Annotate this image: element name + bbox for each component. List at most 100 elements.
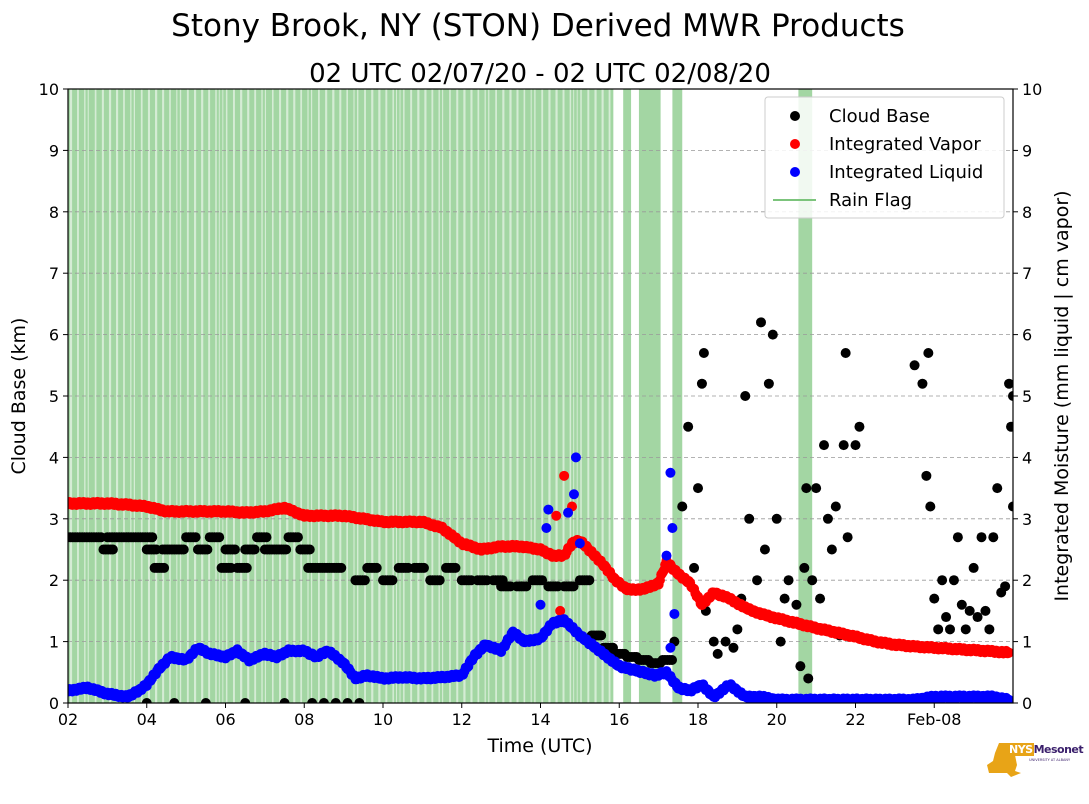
legend-box: [764, 96, 1005, 219]
cloud-base-point: [712, 648, 723, 659]
liquid-point: [665, 642, 676, 653]
cloud-base-point: [1008, 391, 1013, 401]
cloud-base-point: [279, 698, 290, 703]
cloud-base-point: [178, 544, 189, 555]
cloud-base-point: [318, 698, 329, 703]
rain-flag-gap: [470, 89, 473, 703]
rain-flag-gap: [353, 89, 355, 703]
y-tick-label-left: 4: [49, 448, 59, 467]
cloud-base-point: [756, 317, 766, 328]
cloud-base-point: [241, 562, 252, 573]
cloud-base-point: [948, 575, 959, 586]
x-tick-label: 12: [452, 710, 472, 729]
cloud-base-point: [354, 698, 365, 703]
cloud-base-point: [767, 329, 778, 340]
cloud-base-point: [667, 655, 678, 666]
cloud-base-point: [229, 544, 240, 555]
y-tick-label-right: 9: [1022, 141, 1032, 160]
x-tick-label: 20: [767, 710, 787, 729]
legend-label-rain: Rain Flag: [829, 190, 912, 211]
cloud-base-point: [960, 624, 971, 635]
x-tick-label: 06: [215, 710, 235, 729]
logo-subtext: UNIVERSITY AT ALBANY: [1029, 758, 1071, 762]
legend-marker-liquid: [790, 167, 800, 177]
cloud-base-point: [795, 661, 806, 672]
liquid-point: [543, 504, 554, 515]
y-tick-label-left: 10: [39, 80, 59, 99]
cloud-base-point: [728, 642, 739, 653]
cloud-base-point: [330, 698, 341, 703]
liquid-point: [669, 608, 680, 619]
x-tick-label: 02: [58, 710, 78, 729]
rain-flag-gap: [155, 89, 158, 703]
rain-flag-gap: [346, 89, 349, 703]
cloud-base-point: [214, 532, 225, 543]
cloud-base-point: [775, 636, 786, 647]
cloud-base-point: [952, 532, 963, 543]
y-axis-right-label: Integrated Moisture (mm liquid | cm vapo…: [1051, 190, 1073, 601]
liquid-point: [563, 507, 574, 518]
cloud-base-point: [521, 581, 532, 592]
cloud-base-point: [568, 581, 579, 592]
cloud-base-point: [336, 562, 347, 573]
legend-marker-cloud-base: [790, 111, 800, 121]
y-tick-label-left: 1: [49, 633, 59, 652]
x-tick-label: 22: [845, 710, 865, 729]
cloud-base-point: [840, 348, 851, 359]
vapor-point: [559, 470, 570, 481]
y-axis-left-label: Cloud Base (km): [8, 318, 30, 475]
cloud-base-point: [434, 575, 445, 586]
rain-flag-gap: [87, 89, 89, 703]
y-tick-label-right: 1: [1022, 633, 1032, 652]
y-axis-left-ticks: 0 1 2 3 4 5 6 7 8 9 10: [39, 80, 68, 713]
rain-flag-gap: [576, 89, 578, 703]
cloud-base-point: [759, 544, 770, 555]
x-tick-label: 14: [530, 710, 550, 729]
cloud-base-point: [819, 440, 829, 451]
cloud-base-point: [371, 562, 382, 573]
rain-flag-gap: [218, 89, 220, 703]
cloud-base-point: [803, 673, 814, 684]
cloud-base-point: [342, 698, 353, 703]
cloud-base-point: [169, 698, 180, 703]
cloud-base-point: [304, 544, 315, 555]
rain-flag-gap: [534, 89, 536, 703]
rain-flag-gap: [123, 89, 125, 703]
cloud-base-point: [450, 562, 461, 573]
cloud-base-point: [677, 501, 688, 512]
legend-marker-vapor: [790, 139, 800, 149]
liquid-point: [667, 523, 678, 534]
cloud-base-point: [791, 599, 802, 610]
cloud-base-point: [261, 532, 272, 543]
cloud-base-point: [190, 532, 201, 543]
cloud-base-point: [842, 532, 853, 543]
cloud-base-point: [683, 421, 694, 432]
y-tick-label-left: 2: [49, 571, 59, 590]
cloud-base-point: [799, 562, 810, 573]
cloud-base-point: [945, 624, 955, 635]
cloud-base-point: [1006, 421, 1013, 432]
cloud-base-point: [822, 513, 833, 524]
cloud-base-point: [744, 513, 755, 524]
rain-flag-gap: [310, 89, 313, 703]
cloud-base-point: [988, 532, 999, 543]
cloud-base-point: [1004, 378, 1013, 389]
cloud-base-point: [752, 575, 763, 586]
rain-flag-gap: [247, 89, 250, 703]
rain-flag-gap: [477, 89, 480, 703]
cloud-base-point: [976, 532, 987, 543]
cloud-base-point: [783, 575, 794, 586]
rain-flag-gap: [94, 89, 97, 703]
cloud-base-point: [292, 532, 303, 543]
y-tick-label-right: 0: [1022, 694, 1032, 713]
legend-label-cloud-base: Cloud Base: [829, 106, 930, 127]
y-tick-label-right: 5: [1022, 387, 1032, 406]
liquid-point: [535, 599, 546, 610]
cloud-base-point: [779, 593, 790, 604]
y-tick-label-left: 9: [49, 141, 59, 160]
cloud-base-point: [937, 575, 948, 586]
cloud-base-point: [972, 612, 983, 623]
cloud-base-point: [941, 612, 952, 623]
y-tick-label-right: 10: [1022, 80, 1042, 99]
rain-flag-band-1: [623, 89, 632, 703]
